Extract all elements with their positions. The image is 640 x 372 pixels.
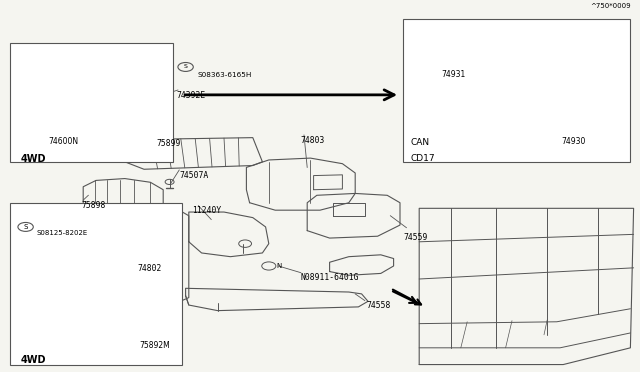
Text: 74392E: 74392E [176, 91, 205, 100]
Text: 11240Y: 11240Y [192, 206, 221, 215]
Text: N: N [276, 263, 282, 269]
Text: ^750*0009: ^750*0009 [590, 3, 630, 9]
Text: 74931: 74931 [442, 70, 466, 79]
Bar [10, 203, 182, 365]
Text: 75892M: 75892M [140, 341, 170, 350]
Text: S08363-6165H: S08363-6165H [197, 72, 252, 78]
Text: S: S [24, 224, 28, 230]
Text: 75899: 75899 [157, 140, 181, 148]
Text: S: S [184, 64, 188, 70]
Text: CD17: CD17 [411, 154, 435, 163]
Text: 74803: 74803 [301, 136, 325, 145]
Bar [10, 43, 173, 162]
Text: 74558: 74558 [366, 301, 390, 310]
Text: 74559: 74559 [403, 232, 428, 241]
Text: 4WD: 4WD [21, 154, 47, 164]
Text: N08911-6401G: N08911-6401G [301, 273, 359, 282]
Text: 74600N: 74600N [48, 137, 78, 146]
Text: CAN: CAN [411, 138, 430, 147]
Text: 75898: 75898 [81, 201, 106, 210]
Bar [403, 19, 630, 162]
Text: 74507A: 74507A [179, 171, 209, 180]
Text: S08125-8202E: S08125-8202E [36, 230, 88, 235]
Text: 74802: 74802 [138, 264, 162, 273]
Text: 4WD: 4WD [21, 355, 47, 365]
Text: 74930: 74930 [561, 137, 586, 145]
